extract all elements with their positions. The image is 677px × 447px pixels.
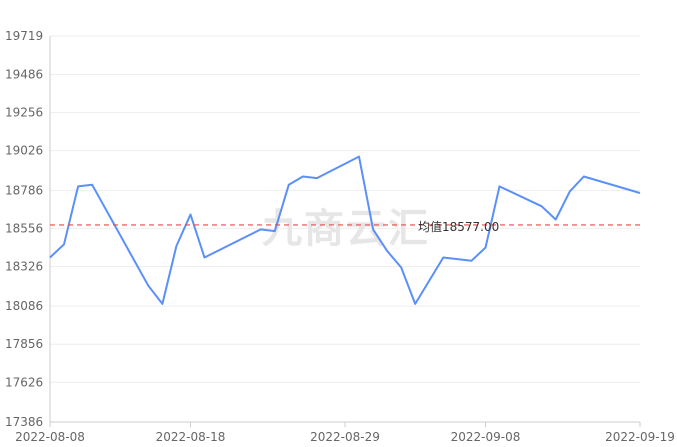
data-point [358,156,360,158]
data-point [91,184,93,186]
y-tick-label: 19256 [5,106,43,120]
data-point [372,228,374,230]
x-tick-label: 2022-09-19 [605,430,675,444]
x-tick-label: 2022-08-18 [156,430,226,444]
data-point [499,185,501,187]
data-point [386,250,388,252]
data-point [541,205,543,207]
data-point [569,190,571,192]
y-tick-label: 17386 [5,415,43,429]
data-point [414,303,416,305]
data-point [400,266,402,268]
y-tick-label: 17626 [5,375,43,389]
data-point [63,243,65,245]
data-point [470,260,472,262]
data-point [583,175,585,177]
data-point [49,257,51,259]
data-point [147,285,149,287]
y-tick-label: 19026 [5,144,43,158]
x-tick-label: 2022-08-29 [310,430,380,444]
grid-lines [50,35,640,383]
watermark: 九商云汇 [262,206,430,252]
y-tick-label: 17856 [5,337,43,351]
x-axis: 2022-08-08 2022-08-18 2022-08-29 2022-09-08… [15,421,675,444]
data-point [204,257,206,259]
average-label: 均值18577.00 [418,219,499,234]
y-axis: 17386 17626 17856 18086 18326 18556 18786 19026… [5,29,51,429]
data-point [175,245,177,247]
y-tick-label: 19486 [5,68,43,82]
data-point [639,192,641,194]
y-tick-label: 18786 [5,183,43,197]
data-point [302,175,304,177]
data-point [274,230,276,232]
data-point [260,228,262,230]
x-tick-label: 2022-09-08 [451,430,521,444]
y-tick-label: 18086 [5,299,43,313]
data-point [484,247,486,249]
data-point [316,177,318,179]
data-point [555,218,557,220]
y-tick-label: 19719 [5,29,43,43]
y-tick-label: 18326 [5,259,43,273]
data-point [189,214,191,216]
data-point [288,184,290,186]
data-point [161,303,163,305]
series-line [49,155,641,305]
y-tick-label: 18556 [5,221,43,235]
series-layer [49,155,641,305]
data-point [77,185,79,187]
average-line-group: 均值18577.00 [50,219,640,234]
x-tick-label: 2022-08-08 [15,430,85,444]
data-point [442,257,444,259]
